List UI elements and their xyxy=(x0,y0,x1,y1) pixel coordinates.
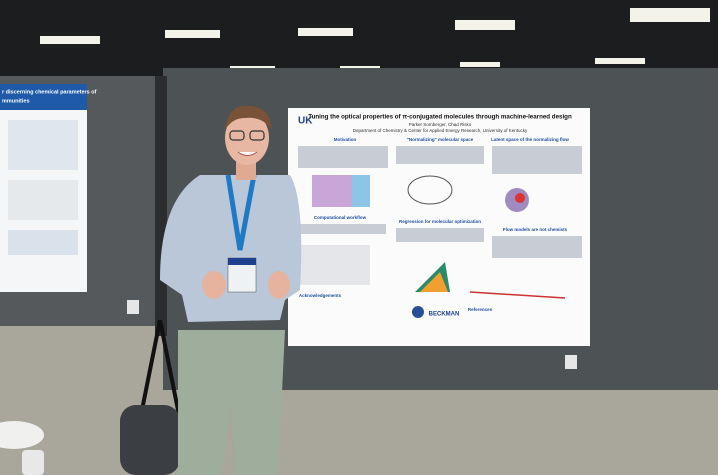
left-poster-figure xyxy=(8,230,78,255)
shirt xyxy=(160,175,302,322)
bottle xyxy=(22,450,44,475)
badge-header xyxy=(228,258,256,265)
left-poster-title: mmunities xyxy=(2,98,30,104)
pants xyxy=(178,330,285,475)
poster-arrow xyxy=(469,291,566,299)
poster-figure xyxy=(407,175,453,205)
poster-figure xyxy=(300,245,370,285)
glasses xyxy=(249,130,265,141)
backpack xyxy=(120,405,180,475)
section-heading: References xyxy=(468,307,493,312)
section-heading: "Normalizing" molecular space xyxy=(407,137,474,142)
section-heading: Regression for molecular optimization xyxy=(399,219,481,224)
section-heading: Motivation xyxy=(334,137,357,142)
poster-logo: UK xyxy=(298,116,313,127)
left-poster-figure xyxy=(8,120,78,170)
poster-sponsor: BECKMAN xyxy=(429,312,460,318)
hand xyxy=(202,271,226,299)
panel-post xyxy=(155,76,167,336)
floor-sticker xyxy=(0,421,44,449)
head xyxy=(225,111,269,165)
hand xyxy=(268,271,290,299)
stand-leg xyxy=(158,319,182,421)
poster-title: Tuning the optical properties of π-conju… xyxy=(308,114,572,121)
cup xyxy=(127,300,139,314)
left-poster-title: r discerning chemical parameters of xyxy=(2,89,97,95)
section-heading: Acknowledgements xyxy=(299,293,342,298)
poster-affiliation: Department of Chemistry & Center for App… xyxy=(353,128,528,133)
poster-logo-mark xyxy=(412,306,424,318)
section-heading: Flow models are not chemists xyxy=(503,227,568,232)
smile xyxy=(237,151,258,156)
lanyard xyxy=(225,174,257,251)
left-poster-figure xyxy=(8,180,78,220)
poster-figure xyxy=(420,272,448,292)
poster-text-lines xyxy=(298,146,582,258)
section-heading: Computational workflow xyxy=(314,215,367,220)
stand-leg xyxy=(138,319,162,421)
left-poster-header xyxy=(0,84,87,110)
hair xyxy=(225,105,272,130)
section-heading: Latent space of the normalizing flow xyxy=(491,137,569,142)
glasses xyxy=(229,130,245,141)
poster-figure xyxy=(515,193,525,203)
cup xyxy=(565,355,577,369)
poster-figure xyxy=(352,175,370,207)
poster-authors: Parker Sornberger, Chad Risko xyxy=(409,122,472,127)
